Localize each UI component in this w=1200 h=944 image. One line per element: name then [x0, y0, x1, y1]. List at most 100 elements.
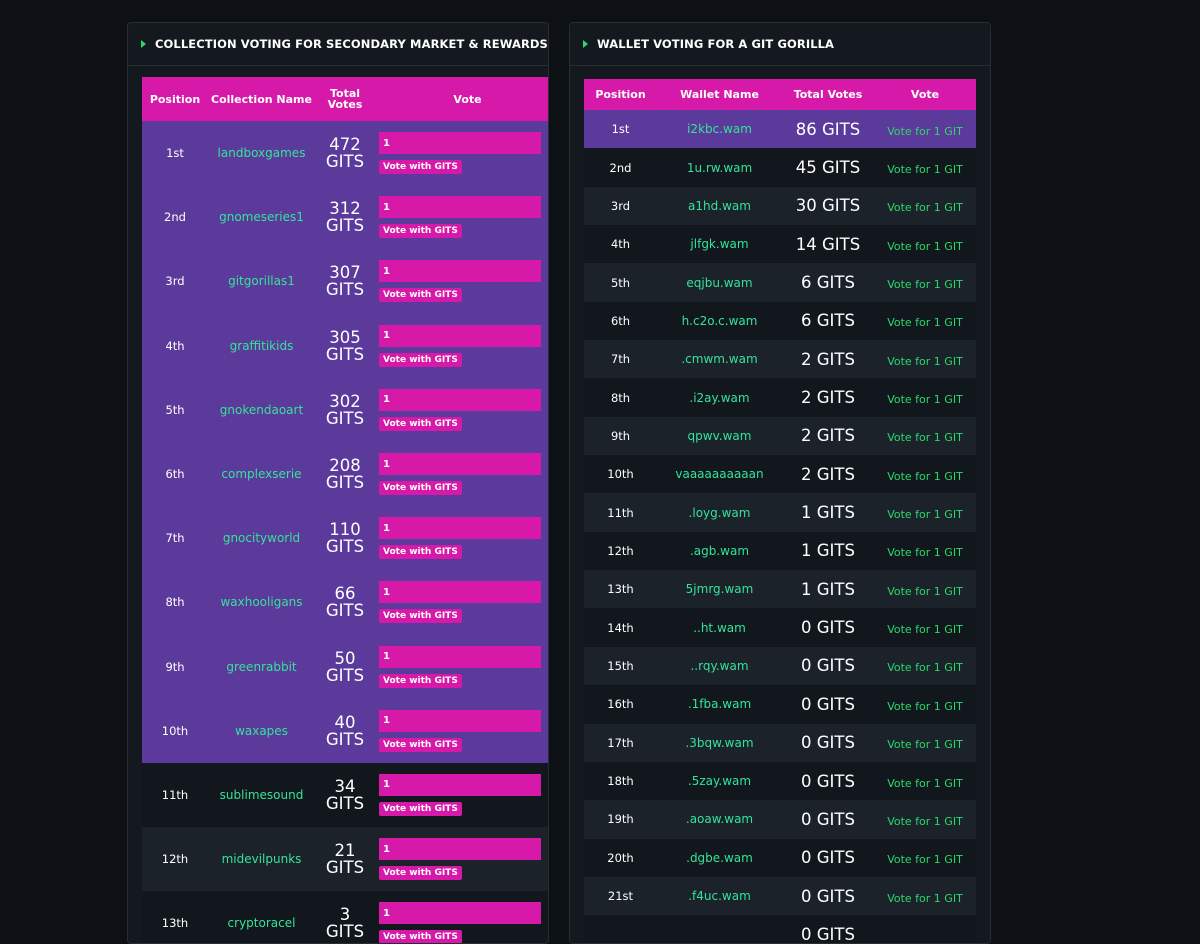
vote-with-gits-button[interactable]: Vote with GITS — [379, 801, 462, 816]
vote-for-1-git-link[interactable]: Vote for 1 GIT — [887, 776, 963, 790]
total-votes-value: 66 — [334, 584, 356, 604]
total-votes-value: 3 — [339, 905, 351, 925]
vote-with-gits-button[interactable]: Vote with GITS — [379, 609, 462, 624]
vote-cell: Vote with GITS — [375, 827, 548, 891]
wallet-name: vaaaaaaaaaan — [675, 467, 764, 482]
vote-amount-input[interactable] — [379, 453, 541, 476]
total-votes-value: 0 GITS — [801, 733, 855, 753]
vote-for-1-git-link[interactable]: Vote for 1 GIT — [887, 431, 963, 445]
vote-for-1-git-link[interactable]: Vote for 1 GIT — [887, 316, 963, 330]
wallet-row: 17th .3bqw.wam 0 GITS Vote for 1 GIT — [584, 723, 976, 762]
vote-with-gits-button[interactable]: Vote with GITS — [379, 288, 462, 303]
vote-for-1-git-link[interactable]: Vote for 1 GIT — [887, 814, 963, 828]
total-votes-value: 1 GITS — [801, 579, 855, 599]
vote-for-1-git-link[interactable]: Vote for 1 GIT — [887, 163, 963, 177]
vote-with-gits-button[interactable]: Vote with GITS — [379, 545, 462, 560]
vote-for-1-git-link[interactable]: Vote for 1 GIT — [887, 891, 963, 905]
vote-amount-input[interactable] — [379, 517, 541, 540]
wallet-name: .1fba.wam — [687, 697, 752, 712]
vote-for-1-git-link[interactable]: Vote for 1 GIT — [887, 623, 963, 637]
vote-for-1-git-link[interactable]: Vote for 1 GIT — [887, 201, 963, 215]
vote-for-1-git-link[interactable]: Vote for 1 GIT — [887, 699, 963, 713]
wallet-table-header: Position Wallet Name Total Votes Vote — [584, 79, 976, 110]
play-triangle-icon — [583, 40, 588, 48]
total-votes-value: 307 — [329, 263, 361, 283]
wallet-name: ..ht.wam — [693, 620, 746, 635]
vote-amount-input[interactable] — [379, 902, 541, 925]
wallet-name: i2kbc.wam — [687, 122, 752, 137]
vote-amount-input[interactable] — [379, 645, 541, 668]
vote-with-gits-button[interactable]: Vote with GITS — [379, 160, 462, 175]
col-header-position: Position — [584, 79, 657, 110]
vote-amount-input[interactable] — [379, 324, 541, 347]
vote-cell: Vote for 1 GIT — [874, 493, 976, 531]
total-votes-value: 0 GITS — [801, 848, 855, 868]
total-votes-value: 40 — [334, 712, 356, 732]
wallet-voting-header: WALLET VOTING FOR A GIT GORILLA — [570, 23, 990, 66]
total-votes-cell: 21 GITS — [315, 827, 375, 891]
wallet-name: ..rqy.wam — [690, 658, 749, 673]
vote-for-1-git-link[interactable]: Vote for 1 GIT — [887, 278, 963, 292]
vote-for-1-git-link[interactable]: Vote for 1 GIT — [887, 354, 963, 368]
vote-for-1-git-link[interactable]: Vote for 1 GIT — [887, 661, 963, 675]
total-votes-cell: 307 GITS — [315, 249, 375, 313]
vote-with-gits-button[interactable]: Vote with GITS — [379, 737, 462, 752]
vote-cell: Vote with GITS — [375, 249, 548, 313]
vote-with-gits-button[interactable]: Vote with GITS — [379, 224, 462, 239]
row-position: 4th — [610, 237, 631, 252]
vote-for-1-git-link[interactable]: Vote for 1 GIT — [887, 469, 963, 483]
total-votes-value: 0 GITS — [801, 809, 855, 829]
vote-cell: Vote with GITS — [375, 570, 548, 634]
vote-with-gits-button[interactable]: Vote with GITS — [379, 416, 462, 431]
vote-for-1-git-link[interactable]: Vote for 1 GIT — [887, 546, 963, 560]
vote-with-gits-button[interactable]: Vote with GITS — [379, 930, 462, 943]
vote-amount-input[interactable] — [379, 709, 541, 732]
row-position: 5th — [610, 275, 631, 290]
vote-amount-input[interactable] — [379, 773, 541, 796]
vote-for-1-git-link[interactable]: Vote for 1 GIT — [887, 508, 963, 522]
vote-amount-input[interactable] — [379, 132, 541, 155]
vote-amount-input[interactable] — [379, 388, 541, 411]
row-position: 17th — [607, 735, 634, 750]
vote-cell: Vote with GITS — [375, 314, 548, 378]
vote-for-1-git-link[interactable]: Vote for 1 GIT — [887, 393, 963, 407]
vote-with-gits-button[interactable]: Vote with GITS — [379, 481, 462, 496]
vote-cell: Vote for 1 GIT — [874, 302, 976, 340]
vote-amount-input[interactable] — [379, 196, 541, 219]
total-votes-value: 2 GITS — [801, 426, 855, 446]
vote-with-gits-button[interactable]: Vote with GITS — [379, 866, 462, 881]
total-votes-value: 0 GITS — [801, 694, 855, 714]
vote-amount-input[interactable] — [379, 260, 541, 283]
vote-cell: Vote for 1 GIT — [874, 340, 976, 378]
row-position: 18th — [607, 774, 634, 789]
wallet-row: 10th vaaaaaaaaaan 2 GITS Vote for 1 GIT — [584, 455, 976, 494]
row-position: 13th — [607, 582, 634, 597]
wallet-row: 15th ..rqy.wam 0 GITS Vote for 1 GIT — [584, 646, 976, 686]
col-header-vote: Vote — [874, 79, 976, 110]
vote-for-1-git-link[interactable]: Vote for 1 GIT — [887, 239, 963, 253]
wallet-name: .dgbe.wam — [686, 850, 753, 865]
row-position: 3rd — [610, 198, 631, 213]
vote-for-1-git-link[interactable]: Vote for 1 GIT — [887, 584, 963, 598]
vote-amount-input[interactable] — [379, 581, 541, 604]
vote-with-gits-button[interactable]: Vote with GITS — [379, 352, 462, 367]
wallet-row: 21st .f4uc.wam 0 GITS Vote for 1 GIT — [584, 876, 976, 916]
total-votes-value: 14 GITS — [795, 234, 861, 254]
vote-for-1-git-link[interactable]: Vote for 1 GIT — [887, 124, 963, 138]
total-votes-unit: GITS — [325, 665, 365, 685]
collection-name: graffitikids — [229, 338, 294, 353]
total-votes-value: 110 — [329, 520, 361, 540]
row-position: 15th — [607, 658, 634, 673]
row-position: 1st — [166, 146, 184, 161]
vote-with-gits-button[interactable]: Vote with GITS — [379, 673, 462, 688]
total-votes-unit: GITS — [325, 537, 365, 557]
row-position: 1st — [611, 122, 630, 137]
vote-for-1-git-link[interactable]: Vote for 1 GIT — [887, 738, 963, 752]
total-votes-value: 0 GITS — [801, 656, 855, 676]
vote-for-1-git-link[interactable]: Vote for 1 GIT — [887, 853, 963, 867]
row-position: 7th — [165, 531, 185, 546]
col-header-total-votes: Total Votes — [782, 79, 874, 110]
vote-amount-input[interactable] — [379, 838, 541, 861]
